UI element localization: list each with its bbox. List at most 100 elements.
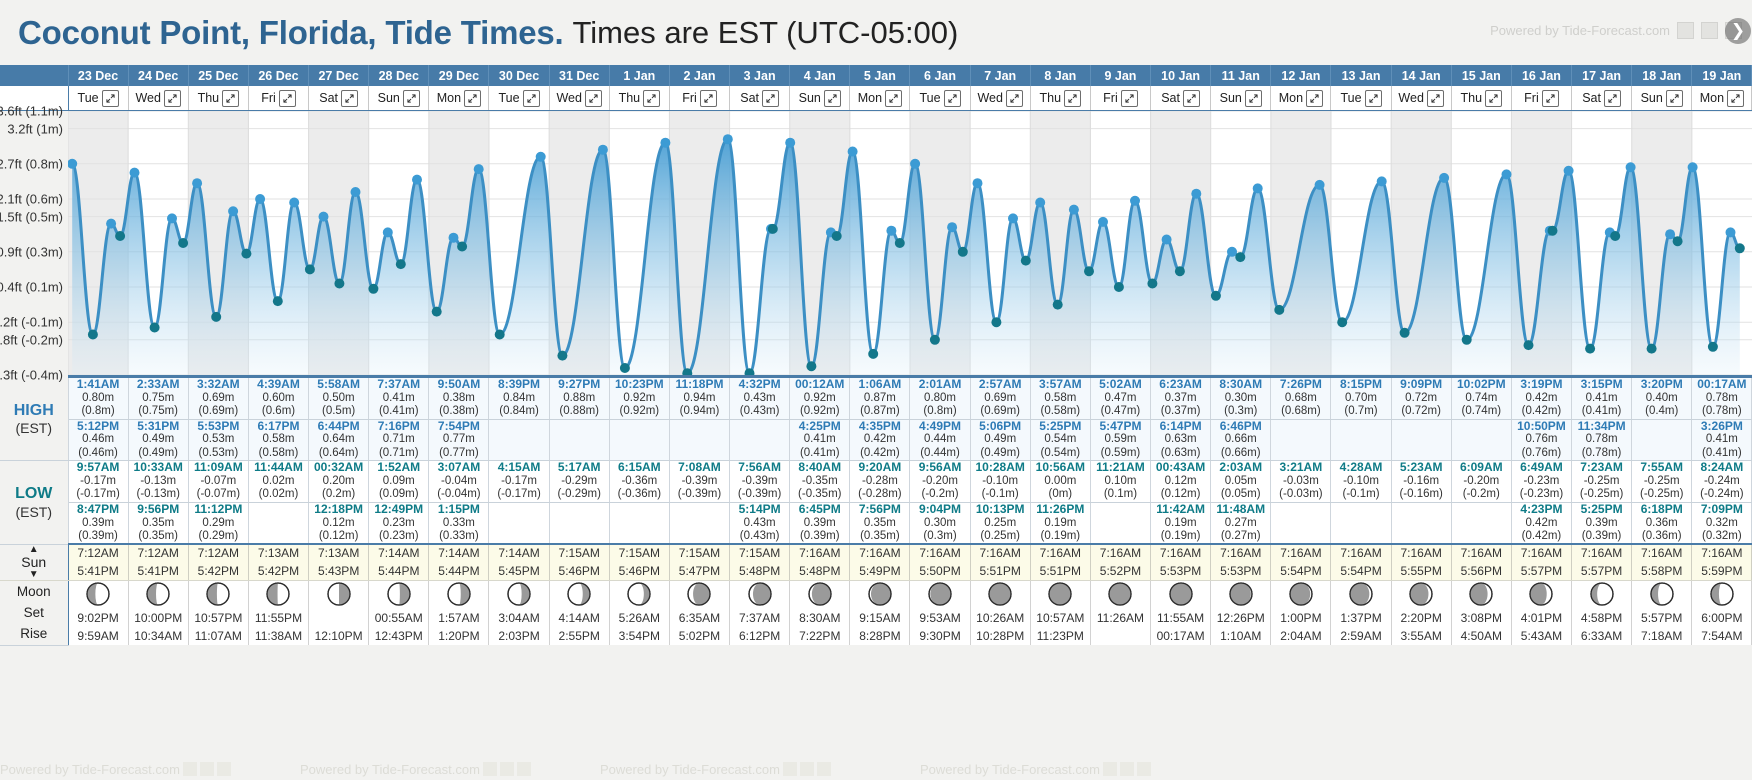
date-header-25[interactable]: 17 Jan — [1571, 65, 1633, 86]
sunrise-time: 7:13AM — [257, 546, 300, 561]
date-header-20[interactable]: 12 Jan — [1270, 65, 1332, 86]
expand-arrows-icon[interactable] — [1665, 89, 1683, 107]
high-tide-cell-12-2: 4:25PM 0.41m (0.41m) — [789, 419, 851, 462]
date-header-8[interactable]: 31 Dec — [549, 65, 610, 86]
tide-time: 6:18PM — [1640, 501, 1683, 516]
expand-arrows-icon[interactable] — [341, 89, 359, 107]
date-header-4[interactable]: 27 Dec — [308, 65, 370, 86]
weekday-cell-1: Wed — [128, 86, 189, 111]
low-tide-cell-17-2 — [1090, 502, 1152, 546]
sun-cell-0: 7:12AM 5:41PM — [68, 544, 129, 582]
date-header-11[interactable]: 3 Jan — [729, 65, 791, 86]
tide-time: 9:57AM — [76, 460, 120, 475]
low-tide-cell-10-1: 7:08AM -0.39m (-0.39m) — [669, 460, 731, 503]
low-tide-cell-23-2 — [1451, 502, 1512, 546]
date-header-26[interactable]: 18 Jan — [1631, 65, 1693, 86]
date-header-5[interactable]: 28 Dec — [368, 65, 430, 86]
expand-arrows-icon[interactable] — [222, 89, 240, 107]
sunset-time: 5:57PM — [1580, 563, 1623, 578]
expand-arrows-icon[interactable] — [1485, 89, 1503, 107]
expand-arrows-icon[interactable] — [1426, 89, 1444, 107]
sunrise-time: 7:16AM — [1340, 546, 1382, 561]
date-header-9[interactable]: 1 Jan — [609, 65, 670, 86]
expand-arrows-icon[interactable] — [163, 89, 181, 107]
moonrise-time: 11:07AM — [194, 629, 242, 644]
date-header-7[interactable]: 30 Dec — [488, 65, 550, 86]
next-page-chip[interactable]: ❯ — [1725, 18, 1751, 44]
expand-arrows-icon[interactable] — [1064, 89, 1082, 107]
tide-height-alt: (-0.35m) — [798, 488, 842, 501]
date-header-2[interactable]: 25 Dec — [188, 65, 249, 86]
expand-arrows-icon[interactable] — [584, 89, 602, 107]
low-tide-cell-13-1: 9:20AM -0.28m (-0.28m) — [849, 460, 911, 503]
tide-height: 0.35m — [863, 516, 896, 529]
expand-arrows-icon[interactable] — [278, 89, 296, 107]
watermark-icon-c — [516, 762, 531, 776]
date-header-27[interactable]: 19 Jan — [1691, 65, 1752, 86]
date-header-17[interactable]: 9 Jan — [1090, 65, 1152, 86]
expand-arrows-icon[interactable] — [1244, 89, 1262, 107]
date-header-24[interactable]: 16 Jan — [1511, 65, 1573, 86]
expand-arrows-icon[interactable] — [1182, 89, 1200, 107]
tide-curve-chart[interactable] — [68, 111, 1752, 378]
date-header-21[interactable]: 13 Jan — [1330, 65, 1392, 86]
expand-arrows-icon[interactable] — [101, 89, 119, 107]
moon-phase-icon — [1692, 581, 1751, 607]
expand-arrows-icon[interactable] — [522, 89, 540, 107]
expand-arrows-icon[interactable] — [885, 89, 903, 107]
y-axis-cell: 3.6ft (1.1m) 3.2ft (1m) 2.7ft (0.8m) 2.1ft … — [0, 104, 68, 383]
date-header-22[interactable]: 14 Jan — [1391, 65, 1452, 86]
date-header-0[interactable]: 23 Dec — [68, 65, 129, 86]
date-header-19[interactable]: 11 Jan — [1210, 65, 1272, 86]
share-icon[interactable] — [1677, 22, 1694, 39]
date-header-13[interactable]: 5 Jan — [849, 65, 911, 86]
tide-height-alt: (0.12m) — [1160, 488, 1201, 501]
date-header-16[interactable]: 8 Jan — [1030, 65, 1091, 86]
high-tide-cell-8-1: 9:27PM 0.88m (0.88m) — [549, 377, 610, 420]
date-header-18[interactable]: 10 Jan — [1150, 65, 1212, 86]
date-header-3[interactable]: 26 Dec — [248, 65, 310, 86]
expand-arrows-icon[interactable] — [402, 89, 420, 107]
expand-arrows-icon[interactable] — [1120, 89, 1138, 107]
expand-arrows-icon[interactable] — [464, 89, 482, 107]
expand-arrows-icon[interactable] — [1541, 89, 1559, 107]
date-header-23[interactable]: 15 Jan — [1451, 65, 1512, 86]
moonset-time: 10:26AM — [976, 611, 1025, 626]
tide-time: 10:13PM — [975, 501, 1025, 516]
tide-time: 5:25PM — [1580, 501, 1623, 516]
expand-arrows-icon[interactable] — [762, 89, 779, 107]
expand-arrows-icon[interactable] — [1005, 89, 1023, 107]
date-header-15[interactable]: 7 Jan — [970, 65, 1031, 86]
tide-time: 6:23AM — [1159, 377, 1202, 391]
expand-arrows-icon[interactable] — [1364, 89, 1382, 107]
expand-arrows-icon[interactable] — [1727, 89, 1745, 107]
expand-arrows-icon[interactable] — [699, 89, 717, 107]
date-header-14[interactable]: 6 Jan — [909, 65, 971, 86]
date-header-6[interactable]: 29 Dec — [428, 65, 490, 86]
high-tide-cell-4-1: 5:58AM 0.50m (0.5m) — [308, 377, 370, 420]
download-icon[interactable] — [1701, 22, 1718, 39]
tide-time: 5:23AM — [1399, 460, 1443, 475]
tide-time: 5:58AM — [317, 377, 360, 391]
expand-arrows-icon[interactable] — [643, 89, 661, 107]
weekday-cell-20: Mon — [1270, 86, 1332, 111]
low-tide-label: LOW (EST) — [0, 460, 69, 545]
y-axis-tick-9: -1.3ft (-0.4m) — [0, 367, 63, 383]
expand-arrows-icon[interactable] — [823, 89, 841, 107]
moon-phase-icon — [489, 581, 548, 607]
expand-arrows-icon[interactable] — [1306, 89, 1324, 107]
date-header-10[interactable]: 2 Jan — [669, 65, 731, 86]
sunrise-time: 7:13AM — [317, 546, 360, 561]
expand-arrows-icon[interactable] — [1603, 89, 1621, 107]
moon-phase-icon — [670, 581, 729, 607]
sunset-time: 5:44PM — [378, 563, 420, 578]
date-header-12[interactable]: 4 Jan — [789, 65, 851, 86]
date-header-1[interactable]: 24 Dec — [128, 65, 189, 86]
tide-height: 0.44m — [924, 433, 957, 446]
tide-height-alt: (0.87m) — [860, 405, 900, 418]
expand-arrows-icon[interactable] — [943, 89, 961, 107]
y-axis-tick-2: 2.7ft (0.8m) — [0, 156, 63, 172]
tide-height-alt: (-0.2m) — [1462, 488, 1500, 501]
tide-height: -0.04m — [441, 475, 477, 488]
sunrise-time: 7:15AM — [738, 546, 781, 561]
